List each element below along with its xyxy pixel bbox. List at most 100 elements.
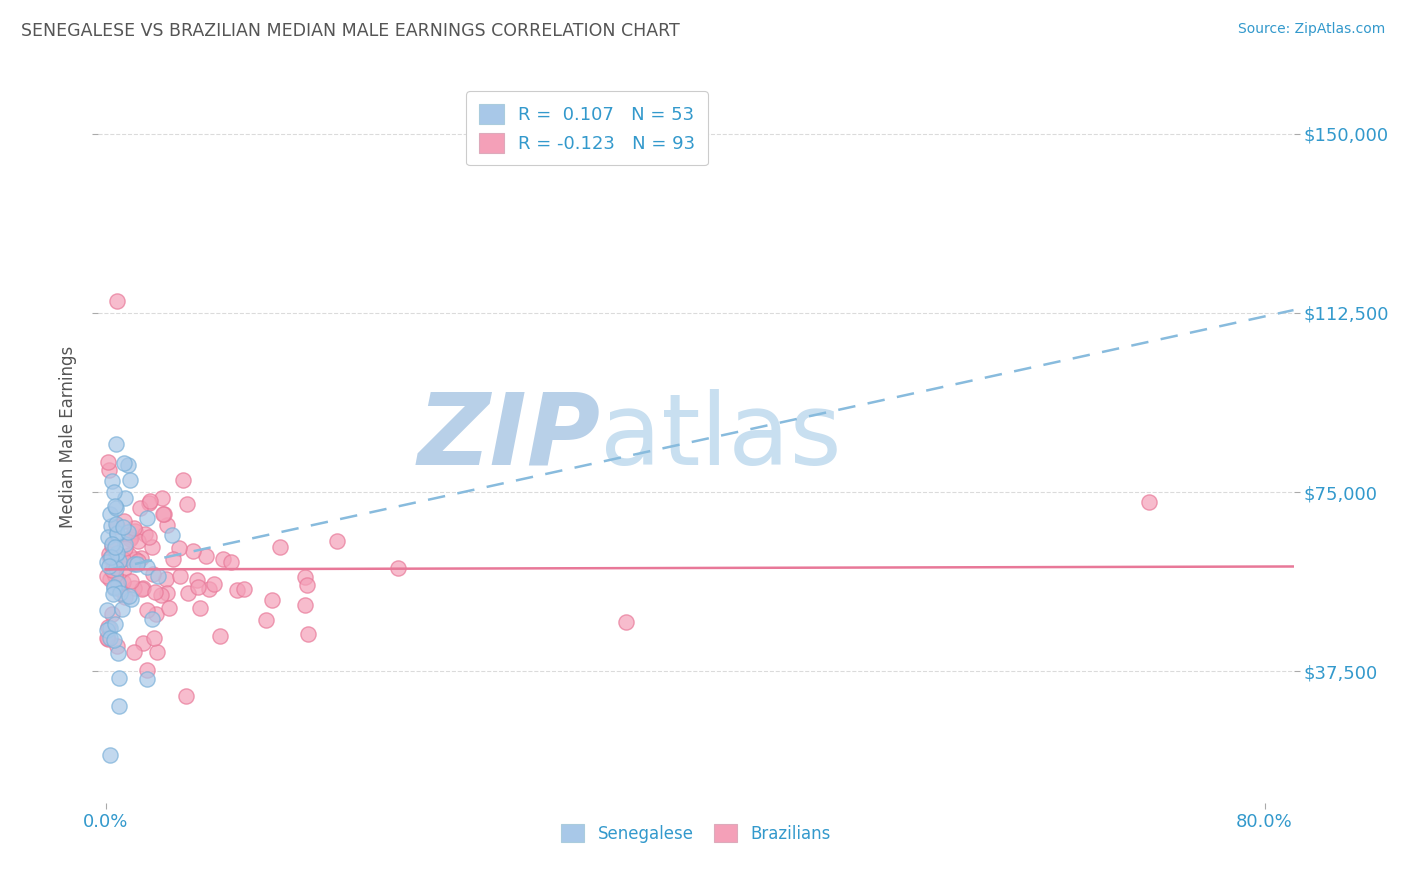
Point xyxy=(108,671,131,685)
Text: atlas: atlas xyxy=(600,389,842,485)
Point xyxy=(122,582,145,596)
Point xyxy=(160,528,183,542)
Point xyxy=(136,511,159,525)
Point xyxy=(131,582,153,597)
Point xyxy=(254,613,277,627)
Point xyxy=(96,568,118,582)
Point xyxy=(98,621,121,635)
Point xyxy=(105,518,128,533)
Point xyxy=(118,589,141,603)
Point xyxy=(124,524,146,539)
Point xyxy=(190,600,212,615)
Point xyxy=(96,602,118,616)
Point xyxy=(127,534,149,549)
Point xyxy=(97,529,120,543)
Point xyxy=(105,500,128,515)
Point xyxy=(103,580,125,594)
Point xyxy=(169,541,191,555)
Point xyxy=(110,582,132,597)
Point xyxy=(101,537,124,551)
Point xyxy=(1137,494,1160,508)
Point xyxy=(187,580,209,594)
Point xyxy=(114,491,136,506)
Point xyxy=(136,559,159,574)
Point xyxy=(100,563,122,577)
Point xyxy=(97,455,120,469)
Point xyxy=(112,514,135,528)
Point xyxy=(156,585,179,599)
Point xyxy=(172,474,194,488)
Point xyxy=(117,548,139,562)
Point xyxy=(212,552,235,566)
Point xyxy=(98,558,121,573)
Point xyxy=(146,645,169,659)
Point xyxy=(152,491,174,505)
Point xyxy=(107,576,129,591)
Point xyxy=(142,566,165,581)
Point xyxy=(156,518,179,533)
Point xyxy=(107,646,129,660)
Point xyxy=(198,582,221,596)
Point xyxy=(118,474,141,488)
Point xyxy=(157,601,180,615)
Point xyxy=(120,591,142,606)
Point xyxy=(107,577,129,591)
Point xyxy=(124,552,146,566)
Point xyxy=(142,631,165,645)
Point xyxy=(105,639,128,653)
Point xyxy=(117,458,139,472)
Point xyxy=(294,598,316,612)
Point xyxy=(143,584,166,599)
Point xyxy=(96,555,118,569)
Point xyxy=(145,607,167,621)
Point xyxy=(139,493,162,508)
Point xyxy=(131,550,153,565)
Point xyxy=(152,507,174,521)
Point xyxy=(104,558,127,572)
Point xyxy=(98,551,121,566)
Point xyxy=(96,623,118,637)
Point xyxy=(100,519,122,533)
Point xyxy=(104,540,127,554)
Point xyxy=(195,549,218,564)
Point xyxy=(103,581,125,595)
Text: Source: ZipAtlas.com: Source: ZipAtlas.com xyxy=(1237,22,1385,37)
Point xyxy=(135,672,157,686)
Point xyxy=(141,612,163,626)
Point xyxy=(112,552,135,566)
Point xyxy=(104,437,127,451)
Point xyxy=(105,545,128,559)
Point xyxy=(136,663,159,677)
Point xyxy=(114,541,136,556)
Point xyxy=(105,293,128,308)
Text: SENEGALESE VS BRAZILIAN MEDIAN MALE EARNINGS CORRELATION CHART: SENEGALESE VS BRAZILIAN MEDIAN MALE EARN… xyxy=(21,22,681,40)
Point xyxy=(295,578,318,592)
Point xyxy=(100,474,122,488)
Point xyxy=(233,582,256,597)
Point xyxy=(155,572,177,586)
Point xyxy=(131,635,153,649)
Point xyxy=(114,562,136,576)
Text: ZIP: ZIP xyxy=(418,389,600,485)
Point xyxy=(114,590,136,604)
Point xyxy=(127,554,149,568)
Point xyxy=(101,539,124,553)
Point xyxy=(104,569,127,583)
Point xyxy=(104,568,127,582)
Point xyxy=(134,526,156,541)
Point xyxy=(120,530,142,544)
Point xyxy=(105,525,128,540)
Point xyxy=(97,632,120,646)
Point xyxy=(98,631,121,645)
Point xyxy=(138,495,160,509)
Point xyxy=(110,601,132,615)
Point xyxy=(103,558,125,573)
Point xyxy=(97,620,120,634)
Point xyxy=(135,603,157,617)
Point xyxy=(132,581,155,595)
Point xyxy=(387,561,409,575)
Point xyxy=(112,456,135,470)
Point xyxy=(225,582,247,597)
Point xyxy=(120,574,142,588)
Point xyxy=(124,521,146,535)
